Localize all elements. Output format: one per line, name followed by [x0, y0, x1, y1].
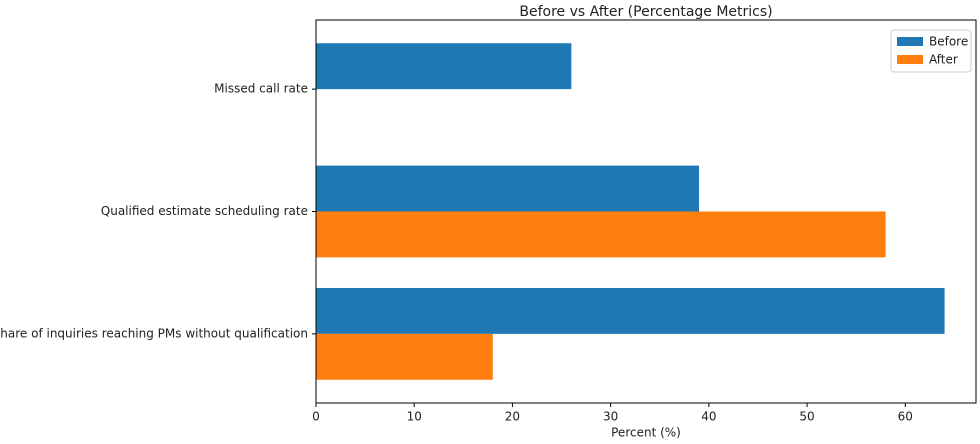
bar	[316, 287, 945, 334]
legend-swatch	[897, 37, 923, 46]
x-tick-label: 20	[505, 410, 520, 424]
x-tick-label: 10	[407, 410, 422, 424]
x-tick-label: 0	[312, 410, 320, 424]
bar	[316, 333, 493, 380]
y-tick-label: Qualified estimate scheduling rate	[101, 204, 308, 218]
x-tick-label: 30	[603, 410, 618, 424]
y-tick-label: Missed call rate	[214, 82, 308, 96]
y-tick-label: Share of inquiries reaching PMs without …	[0, 326, 308, 340]
bar	[316, 165, 700, 212]
legend-label: After	[929, 53, 958, 67]
plot-frame	[315, 19, 977, 404]
legend-swatch	[897, 55, 923, 64]
x-tick-label: 50	[799, 410, 814, 424]
x-tick-label: 60	[898, 410, 913, 424]
x-axis-label: Percent (%)	[611, 426, 681, 440]
chart-title: Before vs After (Percentage Metrics)	[519, 4, 772, 20]
bar	[316, 211, 886, 258]
legend-label: Before	[929, 35, 968, 49]
x-tick-label: 40	[701, 410, 716, 424]
bar	[316, 43, 572, 90]
